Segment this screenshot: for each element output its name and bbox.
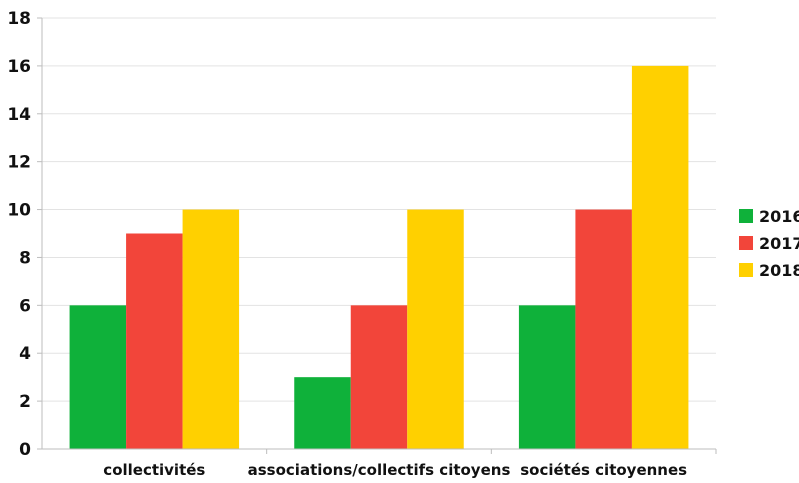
- y-tick-label: 8: [19, 248, 31, 268]
- axes: [37, 18, 716, 450]
- x-axis-labels: collectivités associations/collectifs cit…: [103, 449, 717, 479]
- y-tick-label: 16: [7, 57, 31, 77]
- x-category-label: sociétés citoyennes: [520, 461, 687, 479]
- legend-label: 2018: [759, 261, 799, 280]
- bars: [69, 65, 689, 449]
- bar-2017-0: [126, 233, 183, 449]
- y-tick-label: 10: [7, 201, 31, 221]
- legend-swatch-2017: [739, 236, 753, 250]
- legend-label: 2016: [759, 207, 799, 226]
- bar-2018-2: [631, 65, 689, 449]
- y-tick-label: 14: [7, 105, 31, 125]
- legend-swatch-2016: [739, 209, 753, 223]
- y-tick-label: 0: [19, 440, 31, 460]
- bar-2017-2: [575, 209, 632, 449]
- bar-2018-0: [182, 209, 240, 449]
- y-tick-label: 6: [19, 296, 31, 316]
- y-tick-label: 12: [7, 153, 31, 173]
- y-axis-ticks: 0 2 4 6 8 10 12 14 16 18: [7, 9, 42, 460]
- y-tick-label: 18: [7, 9, 31, 29]
- bar-2016-2: [518, 305, 576, 449]
- y-tick-label: 4: [19, 344, 31, 364]
- y-tick-label: 2: [19, 392, 31, 412]
- legend-swatch-2018: [739, 263, 753, 277]
- bar-2018-1: [407, 209, 464, 449]
- x-category-label: collectivités: [103, 461, 205, 479]
- bar-2016-0: [69, 305, 127, 449]
- x-category-label: associations/collectifs citoyens: [248, 461, 511, 479]
- bar-2016-1: [294, 377, 351, 449]
- bar-2017-1: [350, 305, 408, 449]
- legend: 2016 2017 2018: [739, 207, 799, 280]
- legend-label: 2017: [759, 234, 799, 253]
